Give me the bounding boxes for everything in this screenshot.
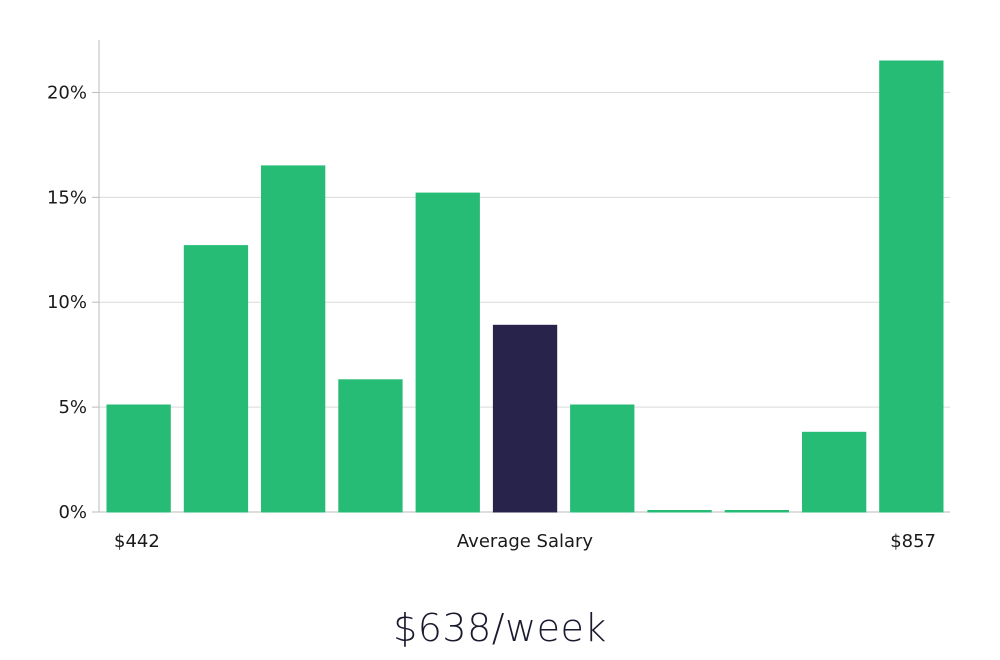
bar [338,379,403,513]
bar [879,60,944,513]
average-salary-value: $638/week [393,606,607,650]
salary-histogram: 0% 5% 10% 15% 20% $442 Average Salary $857 [47,40,950,552]
y-tick-label: 0% [58,502,87,523]
bar-highlighted [492,324,558,513]
bars [106,60,944,513]
y-tick-label: 20% [47,82,87,103]
x-axis-title: Average Salary [457,531,594,552]
x-min-label: $442 [114,531,160,552]
y-tick-label: 15% [47,187,87,208]
bar [415,192,480,513]
bar [106,404,171,513]
y-tick-label: 5% [58,397,87,418]
bar [724,510,790,513]
bar [647,510,712,513]
bar [570,404,635,513]
bar [183,245,249,513]
bar [261,165,326,513]
y-tick-labels: 0% 5% 10% 15% 20% [47,82,99,523]
y-tick-label: 10% [47,292,87,313]
x-max-label: $857 [890,531,936,552]
bar [802,431,867,513]
